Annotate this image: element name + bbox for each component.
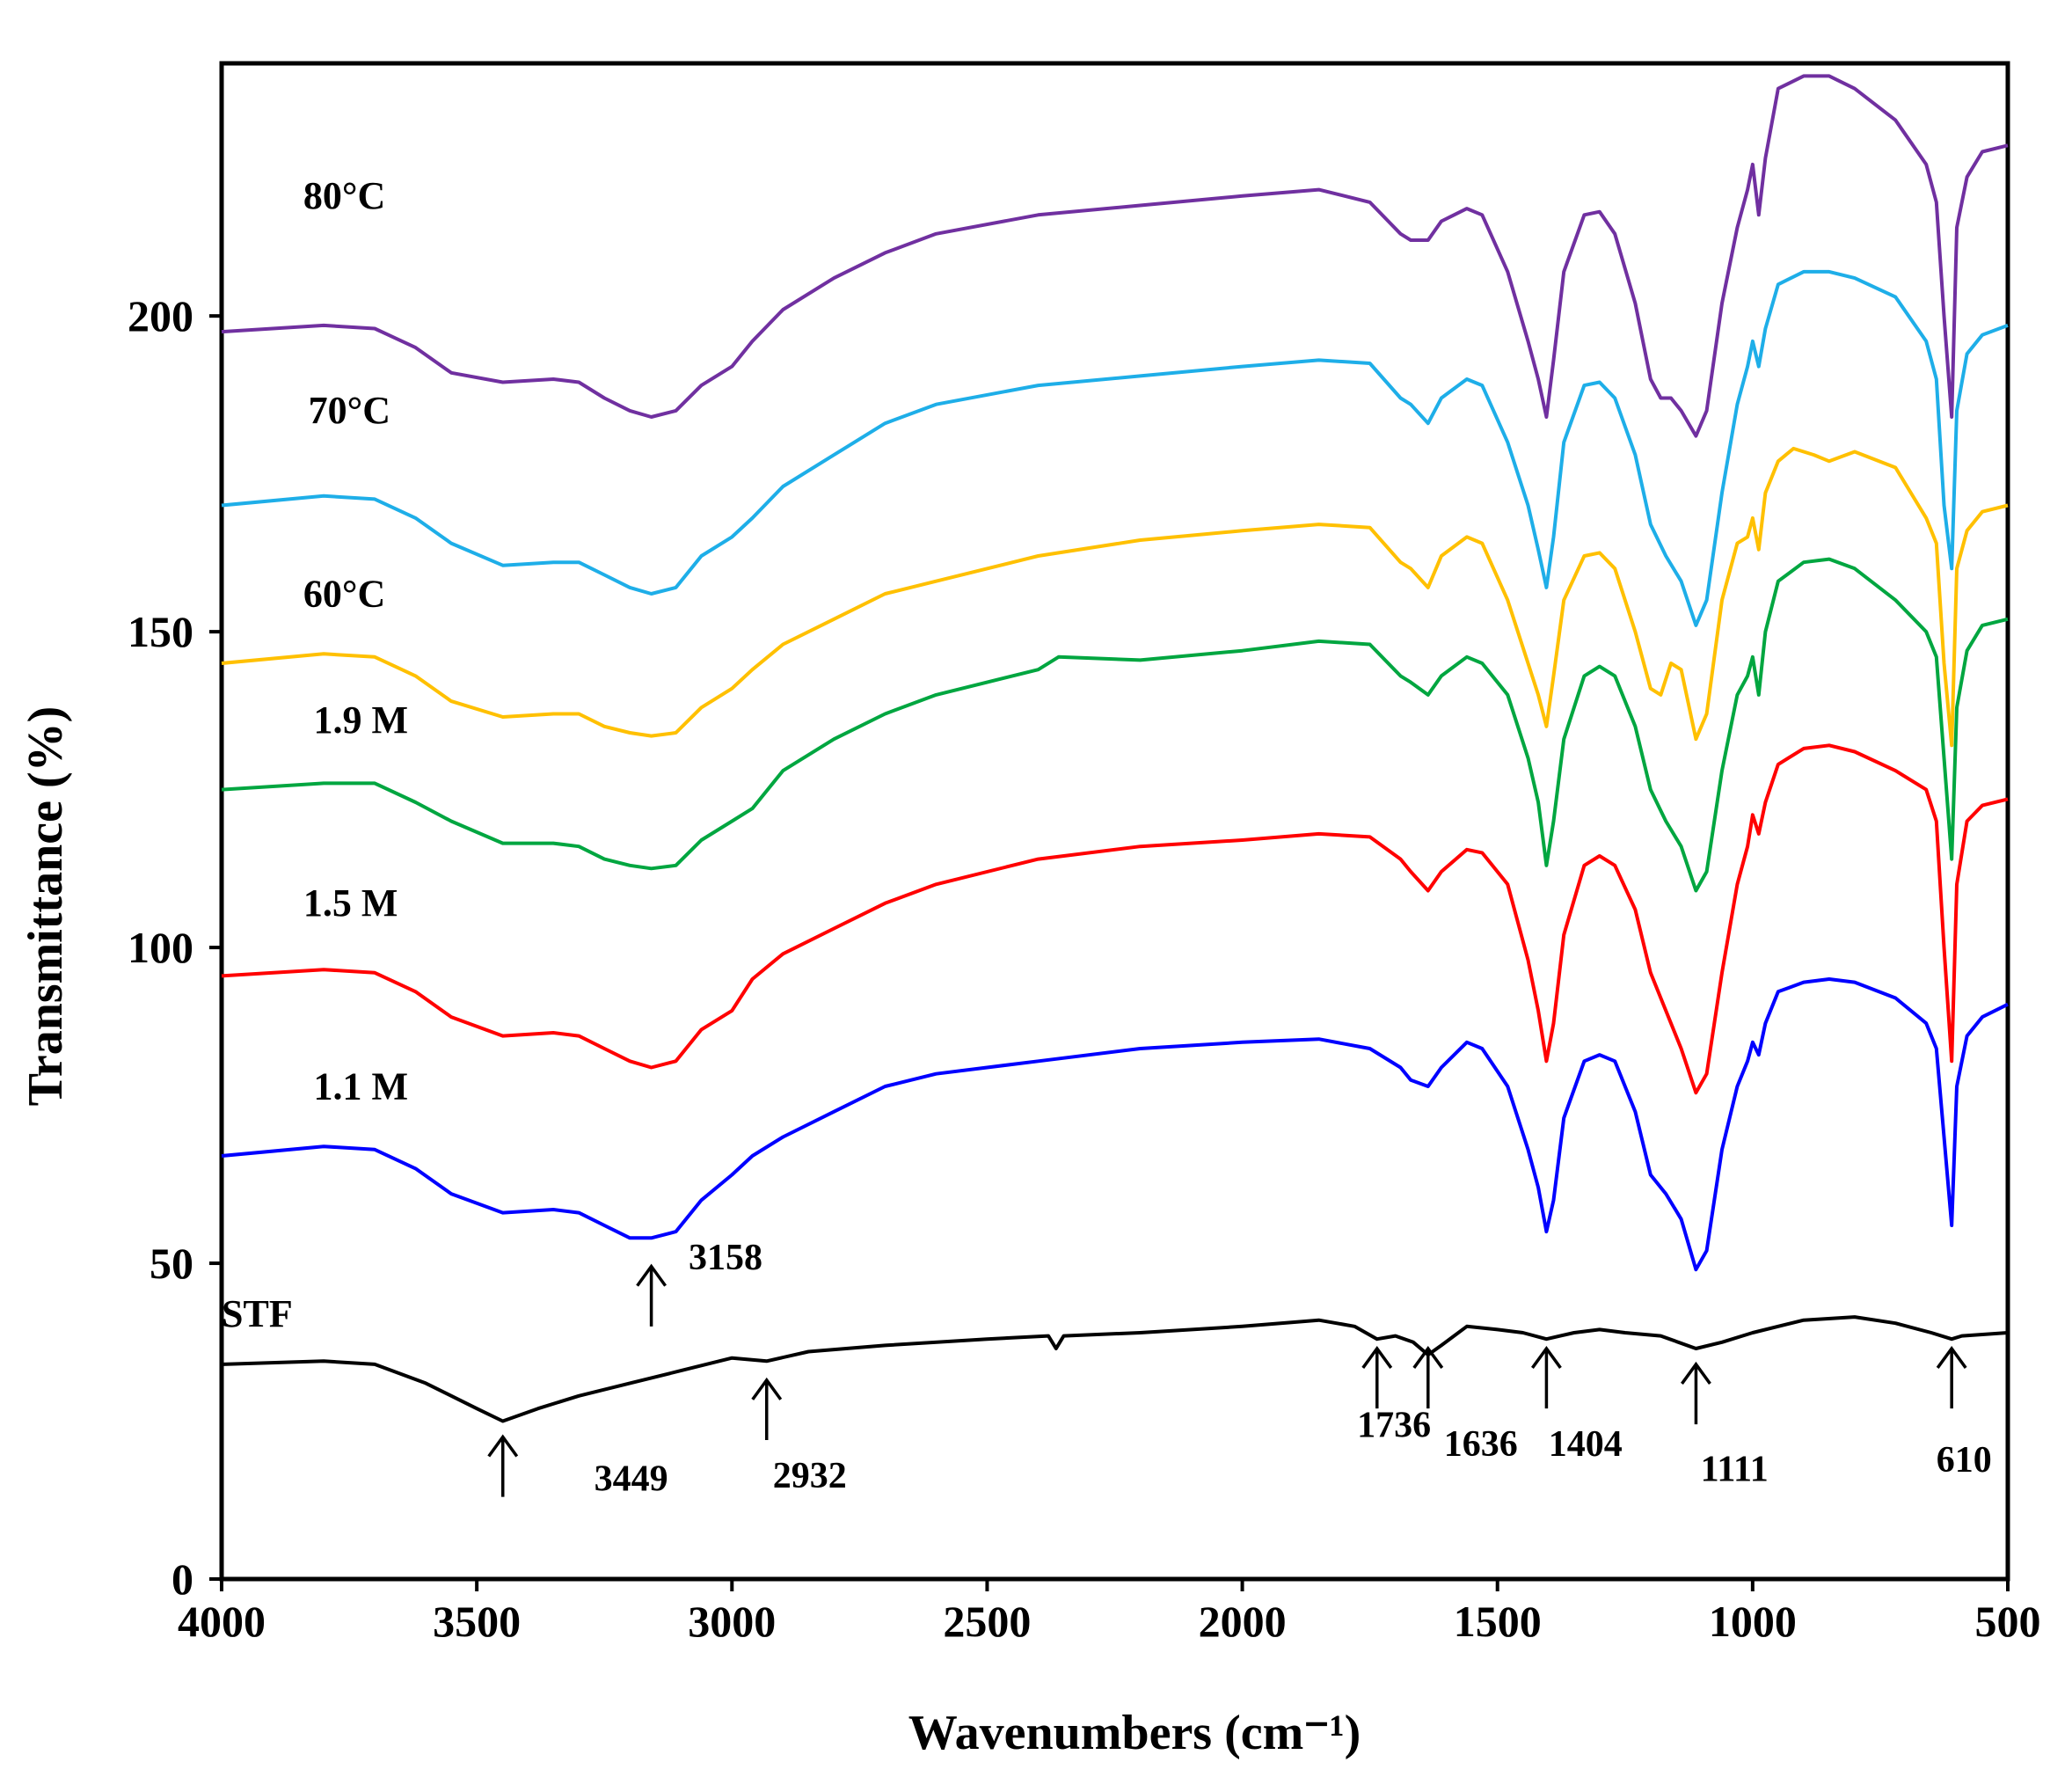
series-label-stf: STF (222, 1292, 293, 1335)
peak-annotation-1404: 1404 (1531, 1345, 1623, 1465)
peak-label: 1111 (1701, 1450, 1769, 1490)
y-tick-label: 0 (171, 1554, 193, 1604)
series-line-stf (221, 1315, 2009, 1423)
arrow-head-icon (1361, 1345, 1393, 1369)
axes: 4000 3500 3000 2500 2000 1500 1000 500 0 50 100 150… (128, 291, 2041, 1646)
series-line-1-5-m (221, 743, 2009, 1095)
peak-annotation-610: 610 (1936, 1345, 1992, 1481)
x-tick-label: 4000 (178, 1597, 266, 1646)
y-tick-label: 150 (128, 607, 193, 656)
peak-annotation-3449: 3449 (487, 1434, 668, 1499)
y-axis-title: Transmittance (%) (18, 706, 73, 1107)
peak-annotation-1636: 1636 (1412, 1345, 1518, 1465)
x-tick-label: 2500 (943, 1597, 1031, 1646)
series-label-60-c: 60°C (303, 572, 385, 615)
arrow-head-icon (636, 1263, 668, 1287)
arrow-head-icon (1412, 1345, 1444, 1369)
x-tick-label: 2000 (1199, 1597, 1287, 1646)
x-tick-label: 3000 (688, 1597, 776, 1646)
y-tick-label: 50 (150, 1239, 193, 1288)
series-group (221, 74, 2009, 1423)
peak-annotation-1111: 1111 (1681, 1361, 1769, 1490)
arrow-head-icon (1531, 1345, 1562, 1369)
arrow-head-icon (1936, 1345, 1967, 1369)
peak-label: 1404 (1549, 1424, 1623, 1465)
peak-label: 1736 (1357, 1405, 1431, 1445)
x-tick-label: 1000 (1709, 1597, 1797, 1646)
y-tick-label: 100 (128, 923, 193, 972)
series-line-1-9-m (221, 557, 2009, 893)
peak-label: 3158 (689, 1238, 762, 1278)
series-label-1-5-m: 1.5 M (303, 881, 398, 925)
series-label-70-c: 70°C (309, 389, 390, 432)
series-label-1-9-m: 1.9 M (313, 698, 408, 742)
x-tick-label: 1500 (1454, 1597, 1542, 1646)
plot-border (219, 61, 2010, 1582)
peak-annotation-1736: 1736 (1357, 1345, 1431, 1445)
series-label-80-c: 80°C (303, 174, 385, 217)
series-label-1-1-m: 1.1 M (313, 1064, 408, 1108)
series-labels: STF 1.1 M 1.5 M 1.9 M 60°C 70°C 80°C (222, 174, 408, 1335)
y-tick-label: 200 (128, 291, 193, 340)
x-tick-label: 500 (1975, 1597, 2041, 1646)
peak-label: 2932 (773, 1456, 847, 1496)
arrow-head-icon (751, 1377, 783, 1400)
arrow-head-icon (487, 1434, 519, 1458)
peak-annotation-3158: 3158 (636, 1238, 762, 1327)
arrow-head-icon (1681, 1361, 1711, 1385)
peak-label: 610 (1937, 1440, 1992, 1481)
x-tick-label: 3500 (433, 1597, 521, 1646)
series-line-1-1-m (221, 977, 2009, 1272)
x-axis-title: Wavenumbers (cm⁻¹) (908, 1706, 1361, 1760)
series-line-70-c (221, 269, 2009, 627)
peak-label: 3449 (595, 1459, 668, 1499)
peak-annotations: 3158 3449 2932 1736 1636 1404 1111 610 (487, 1238, 1992, 1499)
plot-frame (219, 61, 2010, 1582)
series-line-60-c (221, 446, 2009, 748)
peak-annotation-2932: 2932 (751, 1377, 847, 1496)
peak-label: 1636 (1444, 1424, 1518, 1465)
series-line-80-c (221, 74, 2009, 438)
